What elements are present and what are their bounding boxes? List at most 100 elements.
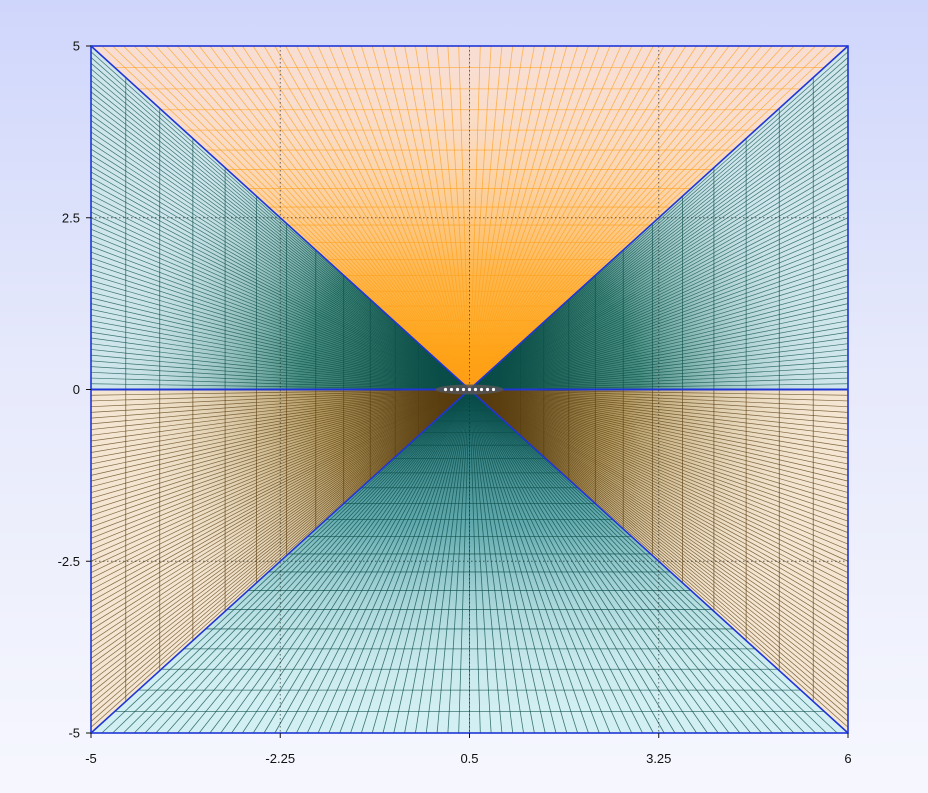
bottom-radial-line bbox=[350, 389, 470, 734]
right-lower-radial-line bbox=[469, 389, 849, 539]
top-radial-line bbox=[469, 45, 557, 390]
bottom-radial-line bbox=[404, 389, 470, 734]
right-lower-radial-line bbox=[469, 389, 849, 619]
bottom-radial-line bbox=[166, 389, 470, 734]
center-marker bbox=[473, 387, 478, 392]
right-lower-radial-line bbox=[469, 389, 849, 596]
left-lower-radial-line bbox=[90, 389, 470, 476]
top-radial-line bbox=[469, 45, 719, 390]
top-radial-line bbox=[415, 45, 470, 390]
left-lower-radial-line bbox=[90, 389, 470, 631]
left-lower-radial-line bbox=[90, 389, 470, 430]
left-upper-radial-line bbox=[90, 257, 470, 390]
bottom-radial-line bbox=[469, 389, 719, 734]
left-lower-radial-line bbox=[90, 389, 470, 419]
top-radial-line bbox=[469, 45, 806, 390]
top-radial-line bbox=[469, 45, 633, 390]
right-upper-radial-line bbox=[469, 148, 849, 390]
top-radial-line bbox=[469, 45, 784, 390]
bottom-radial-line bbox=[469, 389, 784, 734]
right-upper-radial-line bbox=[469, 354, 849, 390]
left-upper-radial-line bbox=[90, 131, 470, 390]
right-upper-radial-line bbox=[469, 194, 849, 390]
left-lower-radial-line bbox=[90, 389, 470, 556]
bottom-radial-line bbox=[469, 389, 654, 734]
left-upper-radial-line bbox=[90, 188, 470, 390]
top-radial-line bbox=[166, 45, 470, 390]
right-lower-radial-line bbox=[469, 389, 849, 694]
top-radial-line bbox=[469, 45, 665, 390]
right-upper-radial-line bbox=[469, 211, 849, 390]
left-lower-radial-line bbox=[90, 389, 470, 722]
left-upper-radial-line bbox=[90, 171, 470, 390]
right-lower-radial-line bbox=[469, 389, 849, 476]
top-radial-line bbox=[469, 45, 838, 390]
right-lower-radial-line bbox=[469, 389, 849, 579]
bottom-radial-line bbox=[188, 389, 470, 734]
right-upper-radial-line bbox=[469, 268, 849, 390]
center-marker bbox=[467, 387, 472, 392]
bottom-radial-line bbox=[382, 389, 470, 734]
left-upper-radial-line bbox=[90, 314, 470, 390]
bottom-radial-line bbox=[198, 389, 470, 734]
top-radial-line bbox=[317, 45, 470, 390]
right-upper-radial-line bbox=[469, 314, 849, 390]
right-lower-radial-line bbox=[469, 389, 849, 654]
bottom-radial-line bbox=[469, 389, 503, 734]
top-radial-line bbox=[263, 45, 470, 390]
left-upper-radial-line bbox=[90, 286, 470, 390]
left-lower-radial-line bbox=[90, 389, 470, 699]
right-upper-radial-line bbox=[469, 331, 849, 390]
left-lower-radial-line bbox=[90, 389, 470, 694]
left-upper-radial-line bbox=[90, 331, 470, 390]
right-upper-radial-line bbox=[469, 137, 849, 390]
right-lower-radial-line bbox=[469, 389, 849, 659]
bottom-radial-line bbox=[415, 389, 470, 734]
bottom-radial-line bbox=[220, 389, 470, 734]
left-lower-radial-line bbox=[90, 389, 470, 717]
bottom-radial-line bbox=[317, 389, 470, 734]
bottom-radial-line bbox=[371, 389, 470, 734]
right-upper-radial-line bbox=[469, 371, 849, 390]
top-radial-line bbox=[469, 45, 773, 390]
x-tick-label: 3.25 bbox=[646, 751, 671, 766]
top-radial-line bbox=[469, 45, 524, 390]
right-lower-radial-line bbox=[469, 389, 849, 493]
left-upper-radial-line bbox=[90, 205, 470, 390]
left-upper-radial-line bbox=[90, 114, 470, 390]
center-marker bbox=[443, 387, 448, 392]
center-marker bbox=[461, 387, 466, 392]
left-lower-radial-line bbox=[90, 389, 470, 493]
left-lower-radial-line bbox=[90, 389, 470, 591]
top-radial-line bbox=[133, 45, 470, 390]
left-lower-radial-line bbox=[90, 389, 470, 619]
left-lower-radial-line bbox=[90, 389, 470, 413]
right-upper-radial-line bbox=[469, 154, 849, 390]
left-upper-radial-line bbox=[90, 251, 470, 390]
y-axis: 5 2.5 0 -2.5 -5 bbox=[58, 39, 91, 741]
left-upper-radial-line bbox=[90, 154, 470, 390]
top-radial-line bbox=[231, 45, 470, 390]
right-upper-radial-line bbox=[469, 85, 849, 390]
bottom-radial-line bbox=[469, 389, 741, 734]
left-lower-radial-line bbox=[90, 389, 470, 677]
right-upper-radial-line bbox=[469, 217, 849, 390]
left-upper-radial-line bbox=[90, 234, 470, 390]
bottom-radial-line bbox=[469, 389, 838, 734]
top-radial-line bbox=[469, 45, 589, 390]
left-upper-radial-line bbox=[90, 309, 470, 390]
right-upper-radial-line bbox=[469, 97, 849, 390]
right-upper-radial-line bbox=[469, 257, 849, 390]
right-lower-radial-line bbox=[469, 389, 849, 614]
right-upper-radial-line bbox=[469, 337, 849, 390]
right-lower-radial-line bbox=[469, 389, 849, 419]
left-upper-radial-line bbox=[90, 371, 470, 390]
top-radial-line bbox=[469, 45, 654, 390]
left-upper-radial-line bbox=[90, 211, 470, 390]
left-upper-radial-line bbox=[90, 108, 470, 390]
left-upper-radial-line bbox=[90, 137, 470, 390]
center-marker bbox=[449, 387, 454, 392]
top-radial-line bbox=[469, 45, 568, 390]
left-lower-radial-line bbox=[90, 389, 470, 539]
